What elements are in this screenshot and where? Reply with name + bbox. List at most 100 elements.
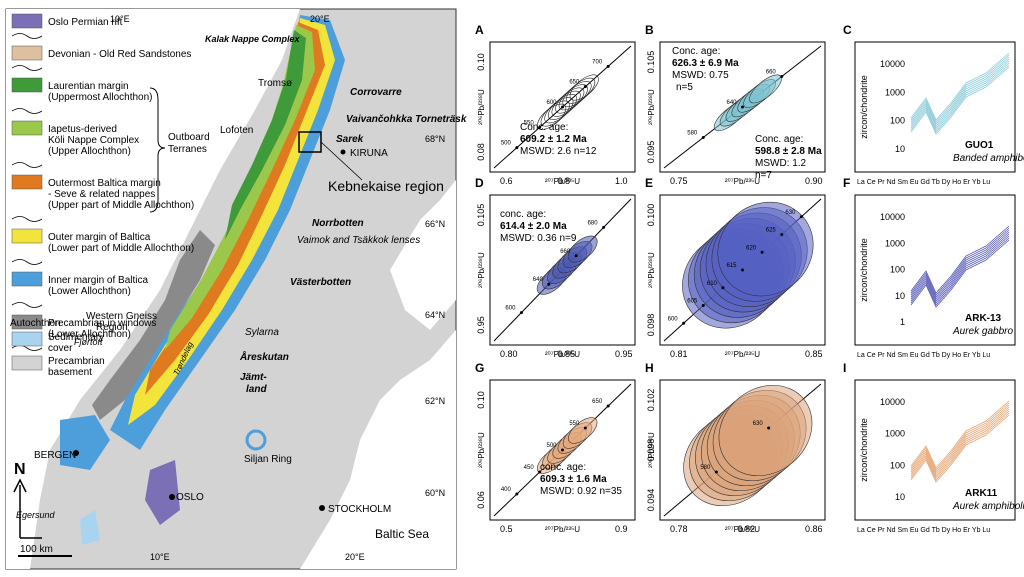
place-stockholm: STOCKHOLM bbox=[328, 504, 391, 515]
map-legend: Oslo Permian rift Devonian - Old Red Sand… bbox=[11, 13, 194, 351]
place-vaivan: Vaivančohkka Torneträsk bbox=[346, 114, 467, 125]
plot-frame bbox=[854, 194, 1016, 346]
panel-letter: F bbox=[843, 176, 850, 190]
legend-label: (Upper part of Middle Allochthon) bbox=[48, 200, 194, 211]
y-axis-label: ²⁰⁶Pb/²³⁸U bbox=[647, 432, 656, 468]
kiruna-dot bbox=[340, 149, 346, 155]
concordia-age-tick bbox=[767, 426, 771, 430]
panel-letter: G bbox=[475, 361, 484, 375]
sample-desc: Banded amphibolite bbox=[953, 153, 1024, 164]
age-label: Conc. age: bbox=[520, 122, 568, 133]
sample-desc: Aurek amphibolite bbox=[952, 501, 1024, 512]
legend-swatch bbox=[11, 174, 43, 190]
age-value: 598.8 ± 2.8 Ma bbox=[755, 146, 822, 157]
lon-label-10e-bottom: 10°E bbox=[150, 552, 170, 562]
concordia-age-tick bbox=[583, 426, 587, 430]
error-ellipse bbox=[569, 74, 599, 101]
y-tick-label: 10 bbox=[895, 492, 905, 502]
ree-pattern-line bbox=[910, 231, 1010, 300]
ree-element-axis: La Ce Pr Nd Sm Eu Gd Tb Dy Ho Er Yb Lu bbox=[857, 352, 990, 359]
ree-pattern-line bbox=[910, 235, 1010, 304]
concordia-age-tick bbox=[721, 286, 725, 290]
legend-swatch bbox=[11, 271, 43, 287]
concordia-age-tick bbox=[602, 225, 606, 229]
lat-label-62: 62°N bbox=[425, 396, 445, 406]
concordia-age-tick bbox=[519, 311, 523, 315]
concordia-age-label: 580 bbox=[687, 131, 698, 137]
y-tick-label: 0.100 bbox=[646, 204, 656, 227]
concordia-panel-e: E 600 605 610 615 620 625 630 0.81 0.85 0.100 0.098… bbox=[645, 176, 826, 359]
concordia-age-label: 550 bbox=[524, 120, 535, 126]
lat-label-64: 64°N bbox=[425, 310, 445, 320]
concordia-age-label: 640 bbox=[727, 100, 738, 106]
norwegian-sea bbox=[6, 9, 300, 569]
ree-pattern-line bbox=[910, 410, 1010, 479]
concordia-age-tick bbox=[714, 470, 718, 474]
panel-letter: I bbox=[843, 361, 846, 375]
place-jamt2: land bbox=[246, 384, 267, 395]
terranes-label: Terranes bbox=[168, 144, 207, 155]
concordia-age-tick bbox=[701, 136, 705, 139]
scale-label: 100 km bbox=[20, 544, 53, 555]
concordia-age-tick bbox=[574, 254, 578, 258]
y-tick-label: 0.105 bbox=[646, 51, 656, 74]
concordia-age-label: 625 bbox=[766, 228, 777, 234]
place-norrbotten: Norrbotten bbox=[312, 218, 364, 229]
panel-letter: C bbox=[843, 23, 852, 37]
lon-label-20e-bottom: 20°E bbox=[345, 552, 365, 562]
concordia-panel-g: G 400 450 500 550 650 0.5 0.9 0.10 0.06 ²⁰⁷Pb/²³⁵U… bbox=[475, 361, 636, 534]
ree-pattern-line bbox=[910, 54, 1010, 123]
y-tick-label: 10000 bbox=[880, 397, 905, 407]
concordia-age-label: 620 bbox=[746, 245, 757, 251]
y-tick-label: 0.098 bbox=[646, 439, 656, 462]
legend-label: Inner margin of Baltica bbox=[48, 275, 148, 286]
autochthon-label: Autochthon bbox=[10, 318, 61, 329]
x-axis-label: ²⁰⁷Pb/²³⁵U bbox=[725, 177, 760, 186]
concordia-panel-b: B 580 640 660 0.75 0.90 0.105 0.095 ²⁰⁷Pb/²³⁵U ²⁰… bbox=[645, 23, 826, 186]
x-tick-label: 0.80 bbox=[500, 349, 518, 359]
place-vasterbotten: Västerbotten bbox=[290, 277, 351, 288]
concordia-age-label: 450 bbox=[524, 465, 535, 471]
concordia-age-label: 600 bbox=[668, 316, 679, 322]
legend-label: Oslo Permian rift bbox=[48, 17, 123, 28]
legend-boundary-symbol bbox=[11, 162, 43, 168]
y-tick-label: 100 bbox=[890, 265, 905, 275]
mswd-value: MSWD: 0.75 bbox=[672, 70, 729, 81]
sample-name: ARK11 bbox=[965, 488, 998, 499]
ree-pattern-line bbox=[910, 412, 1010, 481]
sed-cover-swatch bbox=[11, 331, 43, 347]
place-kiruna: KIRUNA bbox=[350, 148, 388, 159]
x-axis-label: ²⁰⁷Pb/²³⁵U bbox=[545, 525, 580, 534]
data-panels: A 500 550 600 650 700 0.6 0.8 1.0 0.10 0.08 ²⁰⁷Pb/²… bbox=[475, 23, 1024, 534]
ree-pattern-line bbox=[910, 56, 1010, 125]
y-tick-label: 0.06 bbox=[476, 491, 486, 509]
ree-pattern-line bbox=[910, 239, 1010, 308]
plot-frame bbox=[854, 379, 1016, 521]
concordia-age-tick bbox=[515, 146, 519, 150]
n-value: n=5 bbox=[676, 82, 693, 93]
concordia-age-label: 680 bbox=[588, 220, 599, 226]
lon-label-20e-top: 20°E bbox=[310, 14, 330, 24]
legend-boundary-symbol bbox=[11, 108, 43, 114]
y-tick-label: 0.095 bbox=[646, 141, 656, 164]
lat-label-68: 68°N bbox=[425, 134, 445, 144]
concordia-age-label: 650 bbox=[569, 80, 580, 86]
concordia-age-tick bbox=[780, 233, 784, 236]
bergen-arcs bbox=[60, 415, 110, 470]
x-tick-label: 0.82 bbox=[738, 524, 756, 534]
age-value: 609.3 ± 1.6 Ma bbox=[540, 474, 607, 485]
basement-swatch bbox=[11, 355, 43, 371]
panel-letter: H bbox=[645, 361, 654, 375]
x-tick-label: 0.81 bbox=[670, 349, 688, 359]
error-ellipse bbox=[568, 417, 598, 444]
gulf-of-bothnia bbox=[390, 180, 456, 330]
x-tick-label: 1.0 bbox=[615, 176, 628, 186]
legend-swatch bbox=[11, 228, 43, 244]
x-tick-label: 0.78 bbox=[670, 524, 688, 534]
concordia-age-label: 650 bbox=[592, 399, 603, 405]
place-bergen: BERGEN bbox=[34, 450, 76, 461]
legend-swatch bbox=[11, 314, 43, 330]
y-tick-label: 0.105 bbox=[476, 204, 486, 227]
